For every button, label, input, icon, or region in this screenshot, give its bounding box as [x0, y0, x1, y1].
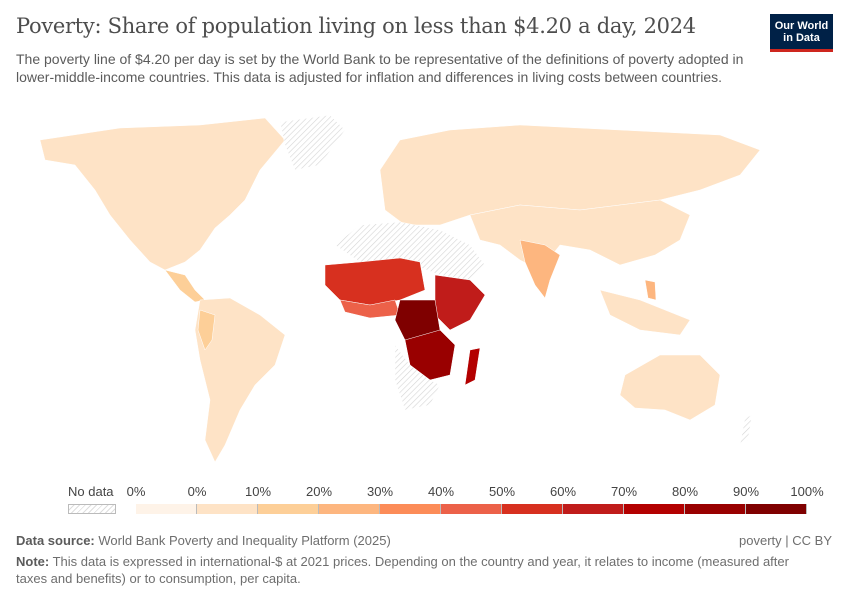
legend-tick-label: 30% — [366, 484, 394, 499]
region-southeast-asia[interactable] — [599, 289, 691, 336]
region-europe-russia[interactable] — [379, 124, 761, 226]
note: Note: This data is expressed in internat… — [16, 553, 816, 587]
legend-tick-label: 90% — [732, 484, 760, 499]
region-south-america[interactable] — [194, 297, 286, 463]
legend-bin[interactable] — [441, 504, 502, 514]
legend-tick-label: 70% — [610, 484, 638, 499]
region-asia[interactable] — [469, 199, 691, 271]
legend-tick-label: 100% — [790, 484, 824, 499]
source-label: Data source: — [16, 533, 95, 548]
legend-bin[interactable] — [563, 504, 624, 514]
legend-bin[interactable] — [502, 504, 563, 514]
data-source: Data source: World Bank Poverty and Ineq… — [16, 533, 391, 548]
legend-bin[interactable] — [380, 504, 441, 514]
legend-bin[interactable] — [319, 504, 380, 514]
legend-tick-label: 60% — [549, 484, 577, 499]
note-label: Note: — [16, 554, 50, 569]
region-australia[interactable] — [619, 354, 721, 421]
no-data-swatch[interactable] — [68, 504, 116, 514]
region-andes[interactable] — [197, 309, 216, 351]
region-north-america[interactable] — [39, 117, 286, 271]
license[interactable]: poverty | CC BY — [739, 533, 832, 548]
logo-line-2: in Data — [783, 31, 820, 44]
chart-subtitle: The poverty line of $4.20 per day is set… — [16, 51, 744, 85]
owid-logo[interactable]: Our World in Data — [770, 14, 833, 52]
legend-bin[interactable] — [258, 504, 319, 514]
legend-bin[interactable] — [136, 504, 197, 514]
region-southern-africa[interactable] — [394, 344, 441, 411]
legend-tick-label: 0% — [126, 484, 146, 499]
region-madagascar[interactable] — [464, 347, 481, 386]
region-horn-of-africa[interactable] — [434, 274, 486, 331]
region-greenland[interactable] — [279, 114, 346, 171]
color-legend: No data 0% 0% 10% 20% 30% 40% 50% 60% 70% 80% 90% 1… — [0, 482, 850, 522]
legend-tick-label: 80% — [671, 484, 699, 499]
legend-tick-label: 10% — [244, 484, 272, 499]
legend-tick-label: 0% — [187, 484, 207, 499]
region-new-zealand[interactable] — [739, 414, 753, 446]
chart-title: Poverty: Share of population living on l… — [16, 14, 696, 38]
legend-tick-label: 20% — [305, 484, 333, 499]
no-data-label: No data — [68, 484, 114, 499]
world-map[interactable] — [0, 108, 850, 473]
legend-tick-label: 40% — [427, 484, 455, 499]
legend-bin[interactable] — [685, 504, 746, 514]
region-india[interactable] — [519, 239, 561, 299]
legend-bin[interactable] — [624, 504, 685, 514]
source-text[interactable]: World Bank Poverty and Inequality Platfo… — [98, 533, 391, 548]
legend-bin[interactable] — [197, 504, 258, 514]
region-sahel[interactable] — [324, 257, 426, 306]
legend-bin[interactable] — [746, 504, 807, 514]
legend-bins — [136, 504, 807, 514]
logo-line-1: Our World — [774, 19, 829, 32]
region-central-america[interactable] — [164, 269, 206, 303]
legend-tick-label: 50% — [488, 484, 516, 499]
note-text: This data is expressed in international-… — [16, 554, 789, 586]
region-philippines[interactable] — [644, 279, 657, 301]
